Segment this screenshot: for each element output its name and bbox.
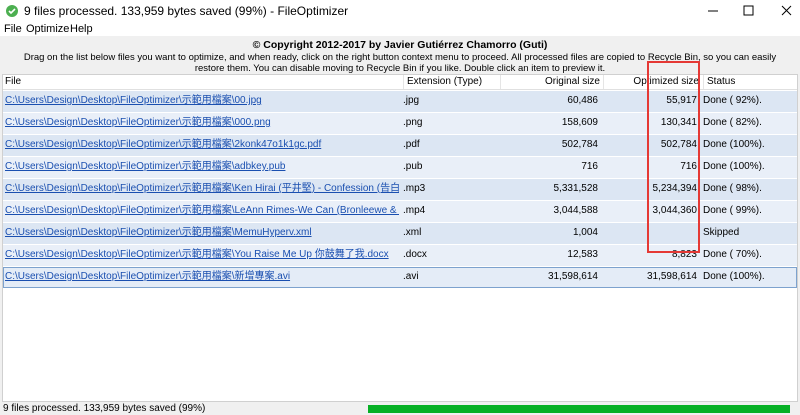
table-cell: .mp3 [403,183,426,194]
column-header[interactable]: Optimized size [603,75,699,89]
status-bar: 9 files processed. 133,959 bytes saved (… [0,403,800,415]
table-cell: 31,598,614 [646,271,697,282]
menu-bar: File Optimize Help [0,22,800,36]
file-list[interactable]: File Extension (Type) Original size Optimiz… [2,74,798,402]
table-row[interactable]: C:\Users\Design\Desktop\FileOptimizer\示範… [3,223,797,244]
table-row[interactable]: C:\Users\Design\Desktop\FileOptimizer\示範… [3,113,797,134]
column-header[interactable]: Original size [500,75,600,89]
table-cell: Done ( 99%). [703,205,762,216]
table-cell: Done ( 70%). [703,249,762,260]
table-cell: 12,583 [567,249,598,260]
menu-item[interactable]: Help [70,23,93,35]
table-row[interactable]: C:\Users\Design\Desktop\FileOptimizer\示範… [3,245,797,266]
table-row[interactable]: C:\Users\Design\Desktop\FileOptimizer\示範… [3,157,797,178]
table-cell: .pdf [403,139,420,150]
highlight-box [647,61,700,253]
table-cell: .docx [403,249,427,260]
file-path: C:\Users\Design\Desktop\FileOptimizer\示範… [5,271,291,282]
menu-item[interactable]: File [4,23,22,35]
table-cell: Done (100%). [703,161,765,172]
table-cell: 716 [680,161,697,172]
window-controls[interactable] [700,0,800,22]
table-cell: Done ( 92%). [703,95,762,106]
progress-bar [368,405,790,413]
file-path: C:\Users\Design\Desktop\FileOptimizer\示範… [5,161,286,172]
column-header-row: File Extension (Type) Original size Optimiz… [3,75,797,90]
title-bar: 9 files processed. 133,959 bytes saved (… [0,0,800,22]
file-path: C:\Users\Design\Desktop\FileOptimizer\示範… [5,205,399,216]
column-header[interactable]: Status [703,75,795,89]
file-path: C:\Users\Design\Desktop\FileOptimizer\示範… [5,227,312,238]
table-cell: Done ( 82%). [703,117,762,128]
table-cell: 5,331,528 [553,183,599,194]
table-cell: 55,917 [666,95,697,106]
status-text: 9 files processed. 133,959 bytes saved (… [3,403,206,414]
table-cell: .pub [403,161,423,172]
table-cell: Done (100%). [703,139,765,150]
table-cell: 8,823 [671,249,697,260]
table-cell: 502,784 [660,139,697,150]
column-header[interactable]: Extension (Type) [403,75,498,89]
file-path: C:\Users\Design\Desktop\FileOptimizer\示範… [5,139,322,150]
table-cell: .xml [403,227,422,238]
file-path: C:\Users\Design\Desktop\FileOptimizer\示範… [5,183,399,194]
table-cell: 158,609 [561,117,598,128]
column-header[interactable]: File [5,76,22,87]
window-title: 9 files processed. 133,959 bytes saved (… [24,4,349,18]
table-cell: .avi [403,271,419,282]
file-path: C:\Users\Design\Desktop\FileOptimizer\示範… [5,249,389,260]
table-cell: 31,598,614 [547,271,598,282]
copyright: © Copyright 2012-2017 by Javier Gutiérre… [252,39,548,51]
table-row[interactable]: C:\Users\Design\Desktop\FileOptimizer\示範… [3,267,797,288]
table-cell: 716 [581,161,598,172]
file-path: C:\Users\Design\Desktop\FileOptimizer\示範… [5,117,271,128]
table-cell: .mp4 [403,205,426,216]
table-row[interactable]: C:\Users\Design\Desktop\FileOptimizer\示範… [3,201,797,222]
table-row[interactable]: C:\Users\Design\Desktop\FileOptimizer\示範… [3,179,797,200]
app-icon [6,5,18,17]
table-cell: Done ( 98%). [703,183,762,194]
table-cell: Done (100%). [703,271,765,282]
table-cell: 3,044,588 [553,205,599,216]
file-path: C:\Users\Design\Desktop\FileOptimizer\示範… [5,95,262,106]
table-cell: 3,044,360 [652,205,698,216]
table-cell: .jpg [403,95,420,106]
menu-item[interactable]: Optimize [26,23,70,35]
table-cell: 5,234,394 [652,183,698,194]
table-cell: 1,004 [572,227,598,238]
table-cell: 60,486 [567,95,598,106]
table-cell: 502,784 [561,139,598,150]
table-cell: Skipped [703,227,740,238]
table-cell: .png [403,117,423,128]
table-row[interactable]: C:\Users\Design\Desktop\FileOptimizer\示範… [3,91,797,112]
table-row[interactable]: C:\Users\Design\Desktop\FileOptimizer\示範… [3,135,797,156]
instructions: Drag on the list below files you want to… [23,52,777,74]
table-cell: 130,341 [660,117,697,128]
